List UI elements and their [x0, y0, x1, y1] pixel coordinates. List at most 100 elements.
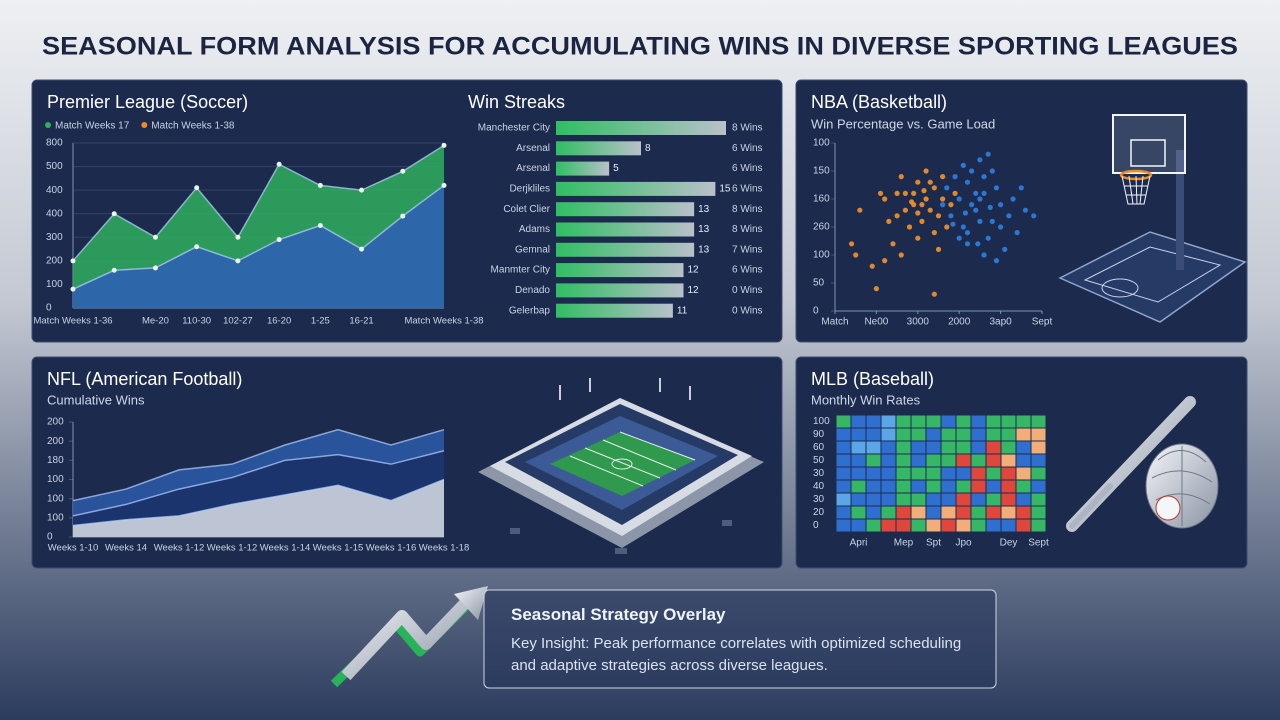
y-tick-label: 100 [47, 474, 64, 485]
heat-cell [1001, 441, 1016, 454]
y-tick-label: 0 [46, 303, 52, 314]
data-point [441, 182, 447, 188]
heat-cell [851, 441, 866, 454]
x-tick-label: Weeks 1-18 [419, 543, 470, 554]
heat-cell [941, 428, 956, 441]
wins-label: 8 Wins [732, 224, 763, 235]
scatter-point [848, 241, 855, 247]
x-tick-label: Match [821, 317, 848, 328]
data-point [317, 182, 323, 188]
heat-cell [1016, 519, 1031, 532]
bar [556, 242, 695, 257]
y-tick-label: 200 [47, 417, 64, 428]
hoop-illustration [1058, 114, 1247, 323]
bar-label: Arsenal [516, 143, 550, 154]
chart-title: Premier League (Soccer) [47, 92, 248, 112]
heat-cell [881, 506, 896, 519]
heat-cell [986, 415, 1001, 428]
heat-cell [986, 493, 1001, 506]
heat-cell [836, 519, 851, 532]
data-point [441, 142, 447, 148]
scatter-point [898, 252, 904, 258]
heat-cell [1016, 441, 1031, 454]
line [72, 184, 445, 290]
scatter-point [964, 230, 971, 236]
heat-cell [1031, 428, 1046, 441]
scatter-point [1006, 213, 1012, 219]
wins-label: 0 Wins [732, 305, 763, 316]
heat-cell [971, 467, 986, 480]
scatter-point [973, 207, 979, 213]
scatter-point [1014, 230, 1020, 236]
chart-subtitle: Cumulative Wins [47, 392, 145, 407]
scatter-point [956, 235, 962, 241]
scatter-point [940, 202, 946, 208]
scatter-point [923, 196, 929, 202]
heat-cell [1001, 519, 1016, 532]
scatter-point [1018, 185, 1024, 191]
heat-cell [986, 480, 1001, 493]
data-point [235, 258, 241, 264]
heat-cell [971, 415, 986, 428]
heat-cell [1031, 454, 1046, 467]
x-tick-label: 16-20 [267, 316, 291, 327]
scatter-point [902, 207, 908, 213]
y-tick-label: 500 [46, 161, 63, 172]
heat-cell [956, 415, 971, 428]
x-tick-label: Sept [1032, 317, 1053, 328]
heat-cell [911, 506, 926, 519]
heat-cell [941, 454, 956, 467]
data-point [317, 223, 323, 228]
heat-cell [1016, 467, 1031, 480]
value-label: 15 [719, 184, 731, 195]
bar-label: Arsenal [516, 163, 550, 174]
heat-cell [986, 506, 1001, 519]
heat-cell [956, 480, 971, 493]
scatter-point [993, 185, 1000, 191]
scatter-point [902, 190, 908, 196]
scatter-point [927, 179, 933, 185]
bar [556, 181, 716, 196]
scatter-point [931, 230, 937, 236]
x-tick-label: Weeks 1-10 [48, 543, 99, 554]
scatter-point [906, 224, 913, 230]
wins-label: 0 Wins [732, 285, 763, 296]
heat-cell [881, 415, 896, 428]
data-point [194, 185, 200, 191]
y-tick-label: 160 [813, 194, 830, 205]
heat-cell [911, 467, 926, 480]
heat-cell [836, 441, 851, 454]
heat-cell [851, 519, 866, 532]
scatter-point [964, 179, 971, 185]
bar [556, 141, 641, 156]
heat-cell [881, 428, 896, 441]
y-tick-label: 100 [47, 493, 64, 504]
y-tick-label: 200 [47, 436, 64, 447]
value-label: 13 [698, 224, 710, 235]
heat-cell [956, 493, 971, 506]
heat-cell [926, 441, 941, 454]
legend-label: Match Weeks 17 [55, 121, 130, 132]
y-tick-label: 180 [47, 455, 64, 466]
heat-cell [941, 480, 956, 493]
area [73, 185, 444, 308]
y-tick-label: 100 [46, 279, 63, 290]
heat-cell [941, 493, 956, 506]
y-tick-label: 400 [46, 208, 63, 219]
bar-label: Manmter City [491, 265, 550, 276]
heat-cell [836, 493, 851, 506]
y-tick-label: 260 [813, 222, 830, 233]
insight-title: Seasonal Strategy Overlay [511, 605, 726, 624]
heat-cell [836, 467, 851, 480]
heat-cell [1031, 506, 1046, 519]
wins-label: 6 Wins [732, 163, 763, 174]
y-tick-label: 50 [813, 278, 825, 289]
y-tick-label: 400 [46, 185, 63, 196]
scatter-point [869, 263, 875, 269]
x-tick-label: Weeks 14 [105, 543, 147, 554]
heat-cell [1001, 506, 1016, 519]
legend-label: Match Weeks 1-38 [151, 121, 235, 132]
heat-cell [896, 480, 911, 493]
data-point [359, 187, 365, 193]
scatter-point [911, 190, 917, 196]
